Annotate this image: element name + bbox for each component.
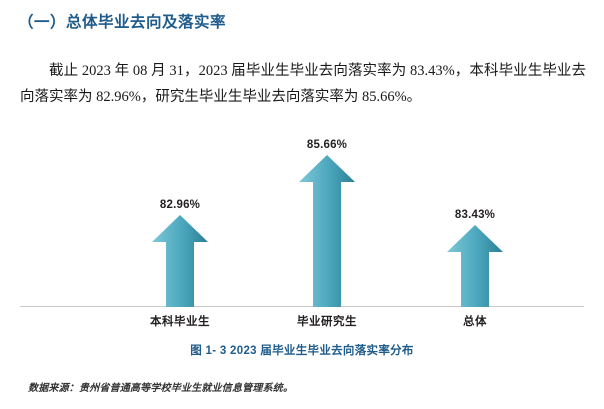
category-label-2: 毕业研究生 xyxy=(297,316,357,328)
data-label-1: 82.96% xyxy=(159,199,201,211)
upward-arrow-icon xyxy=(299,155,355,307)
arrow-shape-1 xyxy=(105,215,255,307)
chart-baseline xyxy=(20,306,584,307)
body-paragraph: 截止 2023 年 08 月 31，2023 届毕业生毕业去向落实率为 83.4… xyxy=(20,63,586,105)
figure-caption: 图 1- 3 2023 届毕业生毕业去向落实率分布 xyxy=(190,345,414,357)
upward-arrow-icon xyxy=(447,225,503,307)
chart-container: 82.96% 本科毕业生 85.66% xyxy=(20,120,584,335)
category-label-3: 总体 xyxy=(463,316,487,328)
arrow-shape-2 xyxy=(252,155,402,307)
upward-arrow-icon xyxy=(152,215,208,307)
page-title: （一）总体毕业去向及落实率 xyxy=(18,14,227,31)
chart-column-1: 82.96% xyxy=(105,199,255,307)
data-label-3: 83.43% xyxy=(454,209,496,221)
chart-column-2: 85.66% xyxy=(252,139,402,307)
data-label-2: 85.66% xyxy=(306,139,348,151)
arrow-shape-3 xyxy=(400,225,550,307)
source-note: 数据来源：贵州省普通高等学校毕业生就业信息管理系统。 xyxy=(28,383,294,394)
category-label-1: 本科毕业生 xyxy=(150,316,210,328)
chart-column-3: 83.43% xyxy=(400,209,550,307)
